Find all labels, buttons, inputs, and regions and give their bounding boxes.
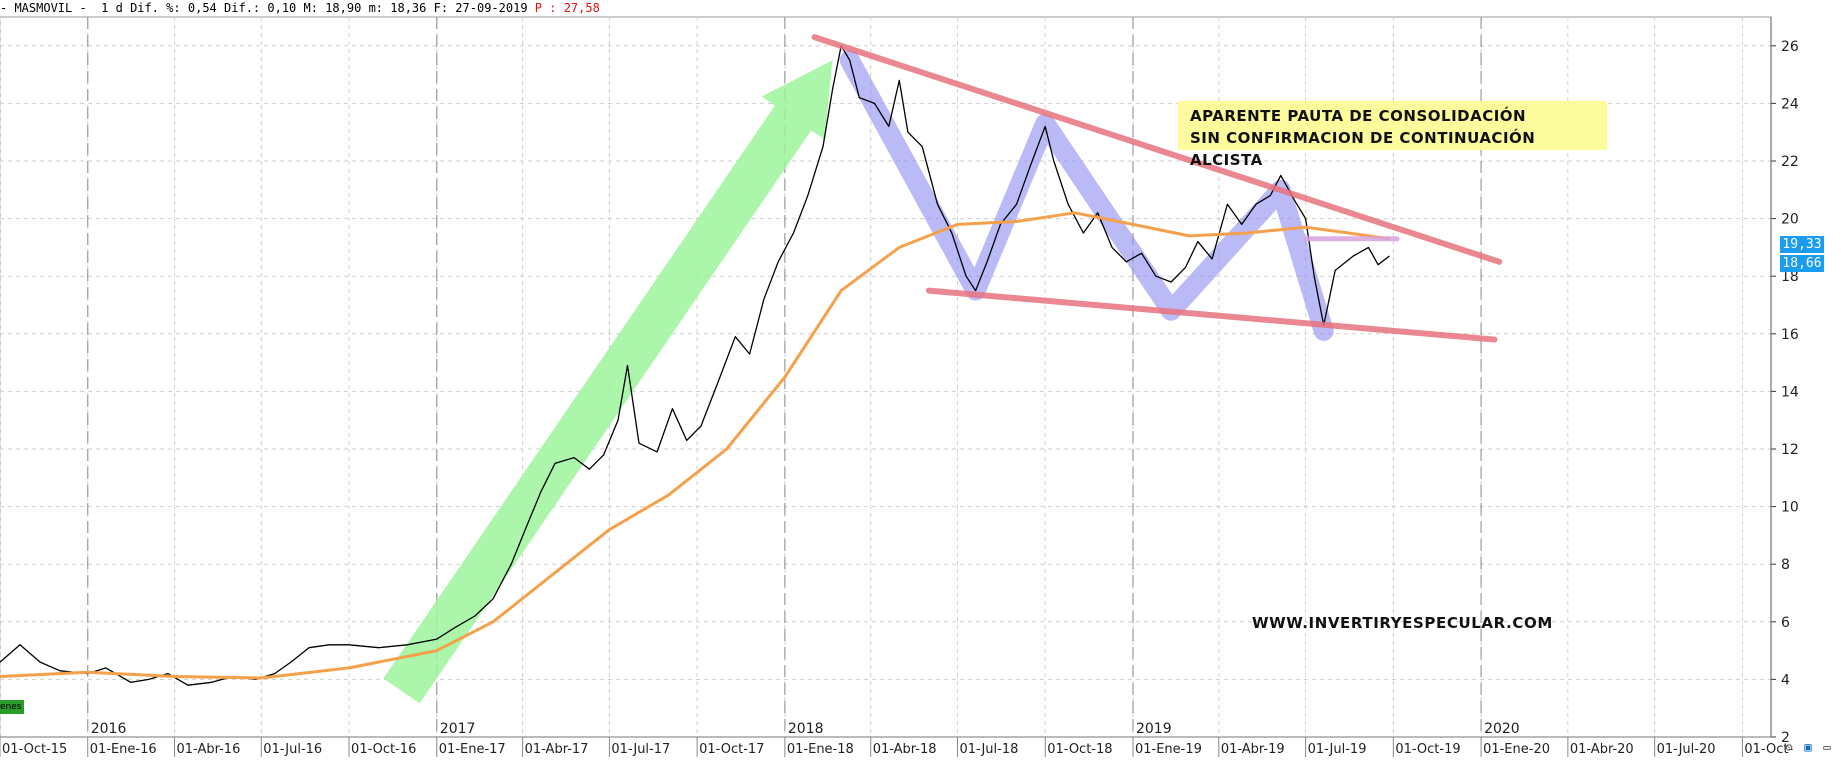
moving-average-line <box>0 211 1390 680</box>
price-series-line <box>0 45 1390 686</box>
y-tick-label: 6 <box>1781 615 1790 631</box>
x-tick-label: 01-Oct-16 <box>351 742 416 757</box>
uptrend-arrow <box>383 60 833 704</box>
lower-trendline <box>925 287 1498 343</box>
gear-icon[interactable]: ⚙ <box>1785 740 1793 754</box>
x-tick-label: 01-Ene-19 <box>1135 742 1202 757</box>
x-tick-label: 01-Jul-17 <box>611 742 670 757</box>
x-tick-label: 01-Oct-17 <box>699 742 764 757</box>
y-tick-label: 26 <box>1781 39 1799 55</box>
x-tick-label: 01-Oct-18 <box>1047 742 1112 757</box>
x-tick-label: 01-Abr-20 <box>1570 742 1634 757</box>
zigzag-pattern <box>839 50 1334 341</box>
dif-value: 0,10 <box>267 1 297 15</box>
x-tick-label: 01-Oct- <box>1744 742 1793 757</box>
price-tag-lower: 18,66 <box>1780 255 1824 272</box>
min-label: m: <box>368 1 384 15</box>
symbol-name: - MASMOVIL - <box>0 1 94 15</box>
max-value: 18,90 <box>325 1 362 15</box>
x-tick-label: 01-Oct-19 <box>1395 742 1460 757</box>
y-tick-label: 12 <box>1781 442 1799 458</box>
y-tick-label: 2 <box>1781 730 1790 746</box>
dif-label: Dif.: <box>224 1 261 15</box>
y-tick-label: 14 <box>1781 384 1799 400</box>
x-tick-label: 01-Abr-18 <box>873 742 937 757</box>
date-value: 27-09-2019 <box>455 1 528 15</box>
min-value: 18,36 <box>390 1 427 15</box>
date-label: F: <box>433 1 449 15</box>
p-label: P : <box>534 1 557 15</box>
x-tick-label: 01-Ene-18 <box>787 742 854 757</box>
y-tick-label: 16 <box>1781 327 1799 343</box>
dif-pct-value: 0,54 <box>187 1 217 15</box>
x-tick-label: 01-Jul-16 <box>263 742 322 757</box>
year-label: 2017 <box>440 721 476 737</box>
y-tick-label: 10 <box>1781 500 1799 516</box>
x-tick-label: 01-Jul-20 <box>1657 742 1716 757</box>
watermark: WWW.INVERTIRYESPECULAR.COM <box>1252 614 1553 632</box>
max-label: M: <box>303 1 318 15</box>
x-tick-label: 01-Ene-20 <box>1483 742 1550 757</box>
dif-pct-label: Dif. %: <box>130 1 181 15</box>
y-tick-label: 24 <box>1781 96 1799 112</box>
annotation-line-1: APARENTE PAUTA DE CONSOLIDACIÓN <box>1190 107 1527 125</box>
y-tick-label: 4 <box>1781 672 1790 688</box>
y-tick-label: 8 <box>1781 557 1790 573</box>
x-tick-label: 01-Oct-15 <box>2 742 67 757</box>
timeframe: 1 d <box>93 1 123 15</box>
year-label: 2020 <box>1484 721 1520 737</box>
x-tick-label: 01-Ene-16 <box>90 742 157 757</box>
y-tick-label: 18 <box>1781 269 1799 285</box>
x-tick-label: 01-Jul-19 <box>1308 742 1367 757</box>
x-tick-label: 01-Jul-18 <box>960 742 1019 757</box>
legend-chip: enes <box>0 700 24 714</box>
year-label: 2016 <box>91 721 127 737</box>
year-label: 2018 <box>788 721 824 737</box>
year-label: 2019 <box>1136 721 1172 737</box>
p-value: 27,58 <box>563 1 600 15</box>
upper-trendline <box>811 34 1503 265</box>
y-tick-label: 22 <box>1781 154 1799 170</box>
y-tick-label: 20 <box>1781 212 1799 228</box>
price-tag-upper: 19,33 <box>1780 236 1824 253</box>
x-tick-label: 01-Ene-17 <box>439 742 506 757</box>
chart-header: - MASMOVIL - 1 d Dif. %: 0,54 Dif.: 0,10… <box>0 0 1841 17</box>
window-icon[interactable]: ▭ <box>1823 740 1831 754</box>
x-tick-label: 01-Abr-17 <box>525 742 589 757</box>
annotation-box: APARENTE PAUTA DE CONSOLIDACIÓN SIN CONF… <box>1178 101 1607 169</box>
save-icon[interactable]: ▣ <box>1804 740 1812 754</box>
annotation-line-2: SIN CONFIRMACION DE CONTINUACIÓN ALCISTA <box>1190 129 1536 169</box>
x-tick-label: 01-Abr-16 <box>177 742 241 757</box>
x-tick-label: 01-Abr-19 <box>1221 742 1285 757</box>
